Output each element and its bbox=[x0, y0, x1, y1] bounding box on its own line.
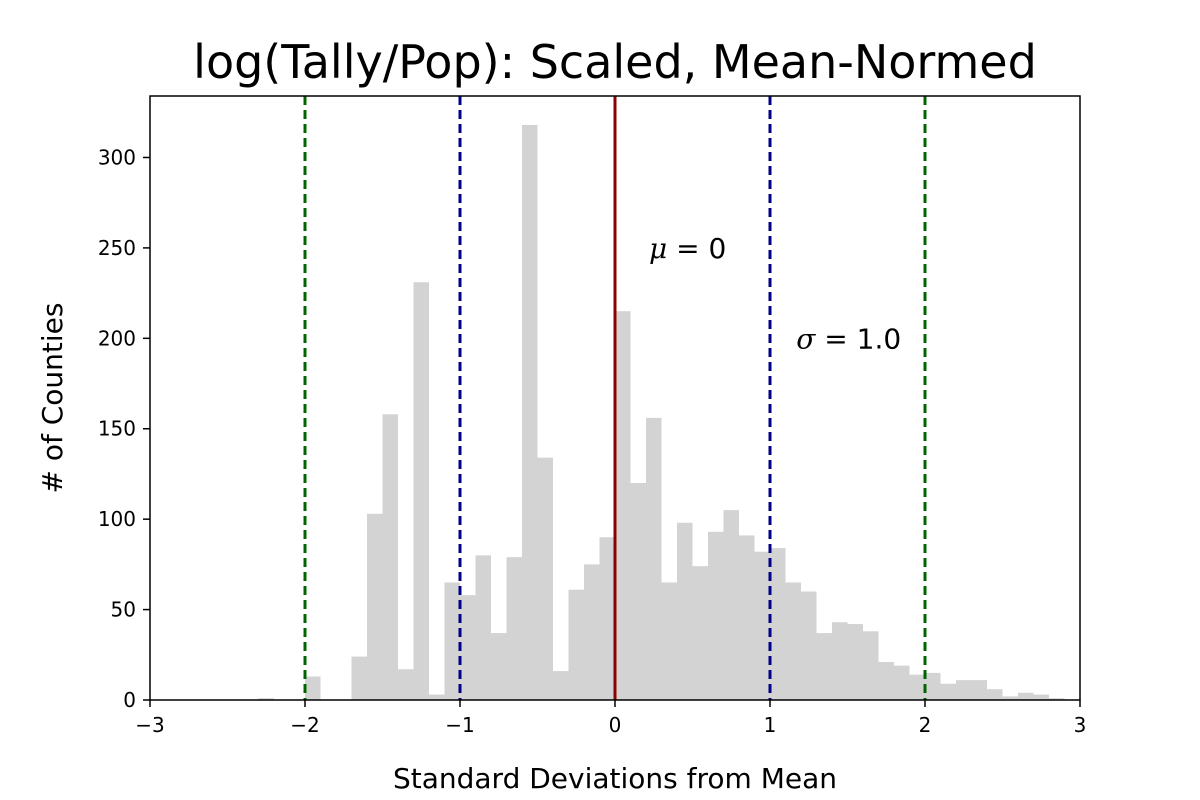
histogram-bar bbox=[584, 564, 600, 700]
histogram-bar bbox=[367, 513, 383, 700]
histogram-bar bbox=[537, 457, 553, 700]
y-tick-label: 250 bbox=[98, 236, 136, 260]
x-axis-ticks: −3 −2 −1 0 1 2 3 bbox=[135, 700, 1086, 737]
y-axis-label: # of Counties bbox=[36, 303, 69, 494]
histogram-bar bbox=[832, 622, 848, 700]
mean-annotation: μ = 0 bbox=[649, 232, 726, 265]
histogram-bar bbox=[739, 535, 755, 700]
histogram-bar bbox=[708, 531, 724, 700]
histogram-bar bbox=[987, 689, 1003, 700]
histogram-bar bbox=[351, 656, 367, 700]
histogram-bar bbox=[1002, 696, 1018, 700]
annotations-group: μ = 0 σ = 1.0 bbox=[649, 232, 901, 355]
y-axis-ticks: 0 50 100 150 200 250 300 bbox=[98, 145, 150, 712]
histogram-bar bbox=[1033, 694, 1049, 700]
x-tick-label: 2 bbox=[919, 713, 932, 737]
chart-title: log(Tally/Pop): Scaled, Mean-Normed bbox=[193, 35, 1037, 89]
histogram-bar bbox=[305, 676, 321, 700]
mean-annotation-value: = 0 bbox=[667, 232, 726, 265]
y-tick-label: 200 bbox=[98, 326, 136, 350]
bars-group bbox=[258, 124, 1065, 700]
histogram-bar bbox=[568, 589, 584, 700]
histogram-bar bbox=[661, 582, 677, 700]
histogram-bar bbox=[630, 482, 646, 700]
histogram-bar bbox=[956, 680, 972, 700]
sigma-annotation-value: = 1.0 bbox=[815, 322, 901, 355]
histogram-bar bbox=[444, 582, 460, 700]
histogram-bar bbox=[940, 683, 956, 700]
histogram-bar bbox=[491, 633, 507, 700]
sigma-annotation: σ = 1.0 bbox=[796, 322, 901, 355]
histogram-bar bbox=[429, 694, 445, 700]
histogram-bar bbox=[599, 537, 615, 700]
y-tick-label: 50 bbox=[111, 598, 136, 622]
histogram-bar bbox=[506, 557, 522, 700]
histogram-bar bbox=[785, 582, 801, 700]
histogram-bar bbox=[258, 698, 274, 700]
histogram-bar bbox=[878, 662, 894, 700]
x-tick-label: −3 bbox=[135, 713, 164, 737]
histogram-bar bbox=[894, 665, 910, 700]
histogram-bar bbox=[692, 566, 708, 700]
histogram-bar bbox=[475, 555, 491, 700]
histogram-bar bbox=[522, 124, 538, 700]
histogram-bar bbox=[1018, 692, 1034, 700]
histogram-bar bbox=[754, 551, 770, 700]
histogram-bar bbox=[646, 417, 662, 700]
histogram-bar bbox=[723, 510, 739, 700]
histogram-bar bbox=[863, 631, 879, 700]
histogram-bar bbox=[460, 595, 476, 700]
histogram-bar bbox=[816, 633, 832, 700]
histogram-bar bbox=[677, 522, 693, 700]
histogram-bar bbox=[382, 414, 398, 700]
histogram-bar bbox=[847, 624, 863, 700]
histogram-bar bbox=[413, 282, 429, 700]
histogram-bar bbox=[553, 671, 569, 700]
x-axis-label: Standard Deviations from Mean bbox=[393, 762, 837, 795]
y-tick-label: 150 bbox=[98, 417, 136, 441]
reference-lines-group bbox=[303, 96, 927, 700]
histogram-bar bbox=[770, 548, 786, 700]
x-tick-label: −1 bbox=[445, 713, 474, 737]
histogram-bar bbox=[398, 669, 414, 700]
histogram-bar bbox=[909, 674, 925, 700]
y-tick-label: 0 bbox=[123, 688, 136, 712]
x-tick-label: −2 bbox=[290, 713, 319, 737]
y-tick-label: 300 bbox=[98, 145, 136, 169]
histogram-bar bbox=[925, 672, 941, 700]
x-tick-label: 0 bbox=[609, 713, 622, 737]
histogram-bar bbox=[801, 591, 817, 700]
mean-annotation-symbol: μ bbox=[649, 232, 667, 265]
histogram-bar bbox=[615, 311, 631, 700]
histogram-bar bbox=[1049, 698, 1065, 700]
histogram-bar bbox=[971, 680, 987, 700]
y-tick-label: 100 bbox=[98, 507, 136, 531]
x-tick-label: 3 bbox=[1074, 713, 1087, 737]
x-tick-label: 1 bbox=[764, 713, 777, 737]
sigma-annotation-symbol: σ bbox=[796, 322, 816, 355]
